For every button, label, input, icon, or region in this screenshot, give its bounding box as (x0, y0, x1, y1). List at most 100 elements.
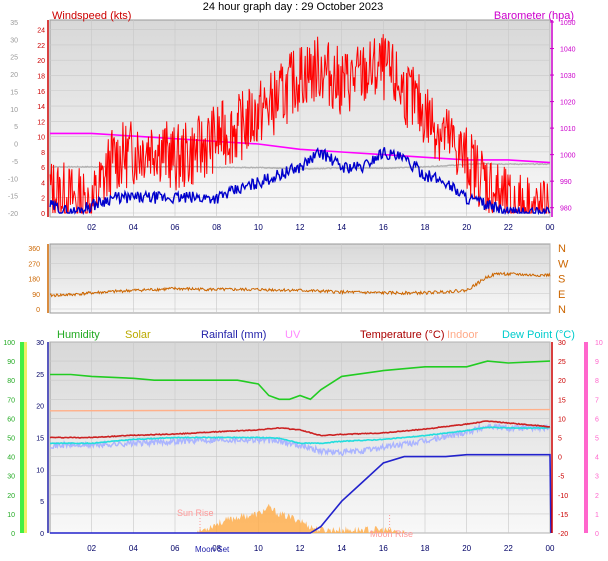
temperature-scale-tick-label: -20 (8, 211, 18, 218)
windspeed-tick-label: 18 (37, 73, 45, 80)
direction-series (49, 271, 551, 298)
wind-hour-tick-label: 06 (171, 223, 180, 232)
legend-indoor: Indoor (447, 329, 479, 341)
direction-tick-label: 270 (28, 261, 40, 268)
barometer-tick-label: 1030 (560, 73, 576, 80)
temperature-scale-tick-label: 15 (10, 89, 18, 96)
wind-barometer-panel: 024681012141618202224-20-15-10-505101520… (8, 10, 576, 232)
uv-tick-label: 3 (595, 474, 599, 481)
sunrise-label: Sun Rise (177, 508, 214, 518)
windspeed-tick-label: 10 (37, 135, 45, 142)
direction-tick-label: 360 (28, 246, 40, 253)
temp-hour-tick-label: 20 (462, 544, 471, 553)
rainfall-tick-label: 30 (36, 340, 44, 347)
humidity-axis-bar (20, 342, 24, 533)
windspeed-tick-label: 8 (41, 150, 45, 157)
windspeed-tick-label: 16 (37, 89, 45, 96)
temp-hour-tick-label: 16 (379, 544, 388, 553)
humidity-line (50, 360, 551, 401)
wind-hour-tick-label: 14 (337, 223, 346, 232)
temperature-scale-tick-label: 10 (10, 107, 18, 114)
wind-hour-tick-label: 16 (379, 223, 388, 232)
temperature-tick-label: -20 (558, 531, 568, 538)
uv-tick-label: 9 (595, 359, 599, 366)
humidity-tick-label: 0 (11, 531, 15, 538)
windspeed-tick-label: 12 (37, 119, 45, 126)
windspeed-tick-label: 22 (37, 43, 45, 50)
barometer-tick-label: 1050 (560, 20, 576, 27)
direction-tick-label: 90 (32, 292, 40, 299)
humidity-tick-label: 80 (7, 378, 15, 385)
page-title: 24 hour graph day : 29 October 2023 (203, 1, 383, 13)
legend-humidity: Humidity (57, 329, 100, 341)
temp-series (49, 360, 552, 534)
wind-hour-tick-label: 20 (462, 223, 471, 232)
wind-axis-ticks: 024681012141618202224-20-15-10-505101520… (8, 20, 576, 232)
temperature-scale-tick-label: -10 (8, 176, 18, 183)
barometer-tick-label: 1040 (560, 47, 576, 54)
windspeed-tick-label: 0 (41, 211, 45, 218)
rainfall-line (50, 453, 552, 534)
barometer-tick-label: 1020 (560, 100, 576, 107)
temperature-scale-tick-label: 25 (10, 55, 18, 62)
temperature-tick-label: 10 (558, 416, 566, 423)
wind-hour-tick-label: 00 (546, 223, 555, 232)
rainfall-tick-label: 10 (36, 467, 44, 474)
temperature-scale-tick-label: 5 (14, 124, 18, 131)
temp-gridlines (50, 341, 551, 534)
temperature-scale-tick-label: -15 (8, 194, 18, 201)
temp-hour-tick-label: 04 (129, 544, 138, 553)
temperature-scale-tick-label: -5 (12, 159, 18, 166)
temperature-tick-label: 20 (558, 378, 566, 385)
humidity-tick-label: 20 (7, 493, 15, 500)
uv-tick-label: 10 (595, 340, 603, 347)
uv-tick-label: 0 (595, 531, 599, 538)
temperature-tick-label: 5 (558, 436, 562, 443)
temperature-tick-label: 25 (558, 359, 566, 366)
humidity-tick-label: 10 (7, 512, 15, 519)
windspeed-tick-label: 20 (37, 58, 45, 65)
wind-hour-tick-label: 08 (212, 223, 221, 232)
barometer-axis-label: Barometer (hpa) (494, 10, 574, 22)
temperature-humidity-panel: -20-15-10-505101520253005101520253001020… (3, 329, 603, 554)
humidity-tick-label: 50 (7, 436, 15, 443)
rainfall-tick-label: 15 (36, 436, 44, 443)
temp-hour-tick-label: 02 (87, 544, 96, 553)
temp-hour-tick-label: 18 (421, 544, 430, 553)
windspeed-tick-label: 4 (41, 180, 45, 187)
temperature-scale-tick-label: 30 (10, 37, 18, 44)
wind-series (49, 34, 551, 216)
solar-axis-bar (24, 342, 27, 533)
wind-hour-tick-label: 12 (296, 223, 305, 232)
legend-solar: Solar (125, 329, 151, 341)
temp-hour-tick-label: 08 (212, 544, 221, 553)
barometer-tick-label: 990 (560, 179, 572, 186)
solar-area (195, 503, 405, 533)
temperature-scale-tick-label: 0 (14, 142, 18, 149)
compass-label: S (558, 274, 565, 286)
legend-temperature: Temperature (°C) (360, 329, 444, 341)
indoor-temperature-line (49, 408, 551, 412)
temp-hour-tick-label: 06 (171, 544, 180, 553)
temperature-tick-label: -15 (558, 512, 568, 519)
uv-axis-bar (584, 342, 588, 533)
legend-rainfall: Rainfall (mm) (201, 329, 266, 341)
wind-direction-line (49, 271, 551, 298)
windspeed-axis-label: Windspeed (kts) (52, 10, 131, 22)
wind-average-line (49, 147, 551, 216)
temp-axis-ticks: -20-15-10-505101520253005101520253001020… (3, 340, 603, 553)
uv-tick-label: 6 (595, 416, 599, 423)
rainfall-tick-label: 5 (40, 499, 44, 506)
humidity-tick-label: 70 (7, 397, 15, 404)
temp-hour-tick-label: 22 (504, 544, 513, 553)
temperature-tick-label: 15 (558, 397, 566, 404)
temp-hour-tick-label: 00 (546, 544, 555, 553)
uv-tick-label: 5 (595, 436, 599, 443)
legend-dewpoint: Dew Point (°C) (502, 329, 575, 341)
windspeed-tick-label: 14 (37, 104, 45, 111)
compass-label: N (558, 304, 566, 316)
wind-hour-tick-label: 22 (504, 223, 513, 232)
